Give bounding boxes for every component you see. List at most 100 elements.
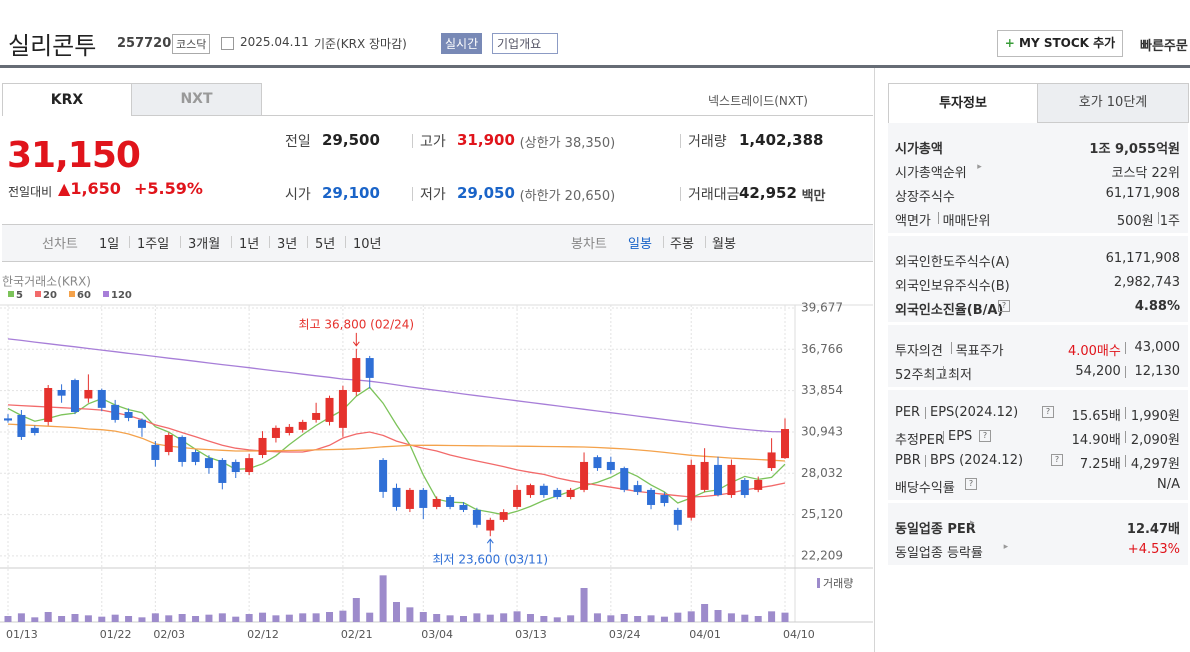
row-value: 코스닥 22위: [1111, 166, 1180, 181]
volume-bar: [567, 615, 575, 622]
volume-bar: [687, 611, 695, 622]
ma-line: [7, 386, 786, 516]
volume-bar: [352, 598, 360, 622]
volume-bar: [218, 613, 226, 622]
row-value: +4.53%: [1127, 542, 1180, 557]
help-icon: ?: [965, 478, 977, 490]
candle-body: [338, 389, 347, 428]
row-label: 시가총액: [895, 142, 943, 157]
candle-body: [258, 437, 267, 455]
candle-body: [620, 468, 629, 490]
candle-body: [57, 389, 66, 396]
row-label: 추정PER: [895, 433, 945, 448]
candle-body: [647, 489, 656, 505]
candle-body: [539, 485, 548, 496]
realtime-button[interactable]: 실시간: [441, 33, 483, 54]
row-value: 61,171,908: [1105, 251, 1180, 266]
change: ▲1,650: [58, 179, 121, 198]
link-arrow: ▸: [1003, 542, 1009, 552]
period-label: 선차트: [42, 237, 78, 252]
volume-bar: [660, 616, 668, 622]
info-tab[interactable]: 투자정보: [888, 83, 1038, 123]
row-value: 14.90배: [1071, 433, 1121, 448]
period-button[interactable]: 1년: [239, 237, 260, 252]
period-button[interactable]: 10년: [353, 237, 382, 252]
row-label: 52주최고: [895, 368, 948, 383]
quote-label: 시가: [285, 187, 311, 203]
candle-body: [271, 427, 280, 438]
volume-bar: [580, 588, 588, 622]
change-value: 1,650: [70, 179, 121, 198]
volume-bar: [446, 615, 454, 622]
x-tick-label: 02/03: [153, 628, 185, 641]
mystock-text: MY STOCK 추가: [1019, 36, 1116, 50]
candle-button[interactable]: 월봉: [712, 237, 736, 252]
candle-body: [97, 389, 106, 408]
period-button[interactable]: 1주일: [137, 237, 170, 252]
period-button[interactable]: 3개월: [188, 237, 221, 252]
candle-button[interactable]: 주봉: [670, 237, 694, 252]
candle-body: [673, 509, 682, 525]
quick-order[interactable]: 빠른주문: [1140, 39, 1188, 54]
price: 31,150: [7, 135, 141, 176]
low-annotation: 최저 23,600 (03/11): [432, 553, 548, 567]
candle-body: [580, 461, 589, 490]
ma-line: [7, 404, 786, 498]
plus-icon: +: [1004, 36, 1020, 50]
volume-bar: [245, 614, 253, 622]
value-sep: [1124, 431, 1126, 443]
volume-bar: [205, 614, 213, 622]
value-sep: [1124, 342, 1126, 354]
link-arrow: ▸: [970, 518, 975, 528]
quote-note: (하한가 20,650): [519, 189, 616, 204]
volume-bar: [513, 611, 521, 622]
candle-body: [781, 429, 789, 459]
row-label: PER: [895, 405, 921, 420]
candle-body: [392, 487, 401, 507]
nxt-tab[interactable]: NXT: [131, 83, 262, 116]
volume-bar: [339, 610, 347, 622]
candle-body: [231, 461, 240, 473]
row-value: 12.47배: [1126, 522, 1180, 537]
volume-bar: [299, 613, 307, 622]
volume-bar: [459, 616, 467, 622]
period-button[interactable]: 1일: [99, 237, 120, 252]
period-button[interactable]: 5년: [315, 237, 336, 252]
volume-bar: [701, 604, 709, 622]
ma-line: [7, 338, 786, 433]
header-rule: [0, 65, 1190, 68]
row-value: 2,090원: [1130, 433, 1180, 448]
quote-label: 전일: [285, 134, 311, 150]
volume-bar: [768, 611, 776, 622]
label-sep: [943, 366, 944, 378]
legend-swatch: [8, 291, 14, 297]
orderbook-tab[interactable]: 호가 10단계: [1037, 83, 1189, 123]
volume-bar: [419, 612, 427, 622]
row-label: 투자의견: [895, 344, 943, 359]
period-sep: [231, 236, 232, 248]
candle-body: [4, 418, 12, 421]
mystock-button[interactable]: + MY STOCK 추가: [997, 30, 1123, 57]
candle-button[interactable]: 일봉: [628, 237, 652, 252]
y-tick-label: 25,120: [801, 507, 843, 521]
link-arrow: ▸: [977, 162, 982, 172]
krx-tab[interactable]: KRX: [2, 83, 132, 116]
row-label: EPS(2024.12): [930, 405, 1019, 420]
x-tick-label: 03/04: [421, 628, 453, 641]
candle-body: [446, 497, 455, 507]
row-label: 동일업종 PER: [895, 522, 976, 537]
company-button[interactable]: 기업개요: [492, 33, 559, 54]
period-button[interactable]: 3년: [277, 237, 298, 252]
x-tick-label: 04/10: [783, 628, 815, 641]
candle-body: [365, 358, 374, 378]
volume-bar: [741, 614, 749, 622]
period-sep: [345, 236, 346, 248]
row-label: 목표주가: [955, 344, 1004, 359]
quote-label: 저가: [420, 187, 446, 203]
candle-body: [767, 452, 776, 469]
candle-body: [178, 436, 187, 462]
nxt-link[interactable]: 넥스트레이드(NXT): [708, 94, 808, 108]
row-value: 4,297원: [1130, 457, 1180, 472]
candle-body: [472, 509, 481, 525]
volume-bar: [526, 614, 534, 622]
